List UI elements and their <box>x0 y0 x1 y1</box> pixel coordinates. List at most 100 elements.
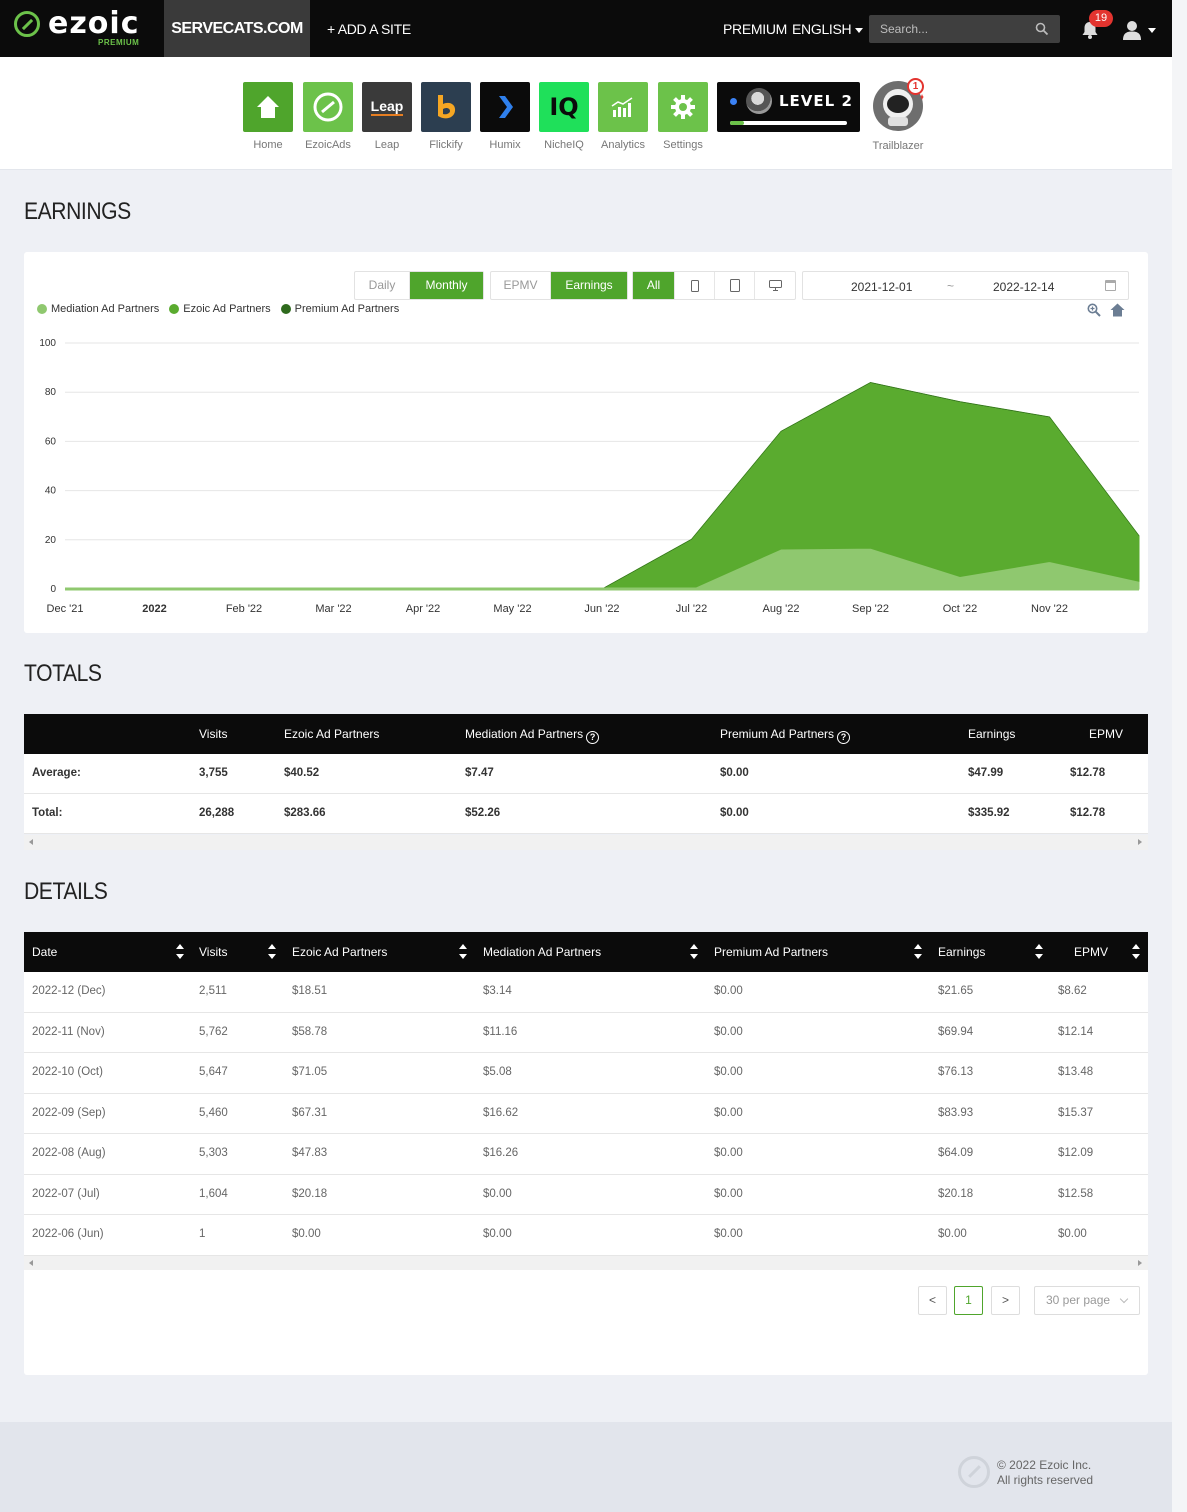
trailblazer-label: Trailblazer <box>872 140 924 152</box>
calendar-icon[interactable] <box>1105 280 1116 291</box>
app-humix[interactable]: Humix <box>480 82 530 151</box>
totals-row-average: Average: 3,755 $40.52 $7.47 $0.00 $47.99… <box>24 754 1148 794</box>
site-selector[interactable]: SERVECATS.COM <box>164 0 310 57</box>
app-home-tile[interactable] <box>243 82 293 132</box>
details-col-ezoic[interactable]: Ezoic Ad Partners <box>292 945 388 959</box>
app-flickify-tile[interactable] <box>421 82 471 132</box>
table-row: 2022-10 (Oct) 5,647 $71.05 $5.08 $0.00 $76.13… <box>24 1053 1148 1094</box>
legend-swatch <box>280 304 291 314</box>
device-tablet-button[interactable] <box>715 272 755 299</box>
details-col-epmv[interactable]: EPMV <box>1074 945 1109 959</box>
level-card[interactable]: LEVEL 2 <box>717 82 860 132</box>
app-leap-tile[interactable]: Leap <box>362 82 412 132</box>
x-tick-label: Jul '22 <box>676 603 707 615</box>
metric-epmv-button[interactable]: EPMV <box>491 272 551 299</box>
scroll-right-icon[interactable] <box>1138 839 1142 845</box>
details-col-earnings[interactable]: Earnings <box>938 945 986 959</box>
app-ezoicads[interactable]: EzoicAds <box>303 82 353 151</box>
totals-cell: $0.00 <box>720 767 749 779</box>
logo-text: ezoic <box>48 6 140 41</box>
app-home[interactable]: Home <box>243 82 293 151</box>
device-all-button[interactable]: All <box>633 272 675 299</box>
table-row: 2022-07 (Jul) 1,604 $20.18 $0.00 $0.00 $20.18… <box>24 1174 1148 1215</box>
ezoic-logo-icon <box>14 11 40 37</box>
per-page-select[interactable]: 30 per page <box>1034 1286 1140 1315</box>
sort-icon[interactable] <box>914 944 922 960</box>
premium-link[interactable]: PREMIUM <box>723 21 788 37</box>
reset-zoom-home-icon[interactable] <box>1110 303 1125 317</box>
home-icon <box>257 96 279 118</box>
table-cell: $13.48 <box>1058 1066 1094 1078</box>
app-analytics[interactable]: Analytics <box>598 82 648 151</box>
app-nicheiq-tile[interactable]: IQ <box>539 82 589 132</box>
sort-icon[interactable] <box>1132 944 1140 960</box>
date-start[interactable]: 2021-12-01 <box>851 280 913 294</box>
y-tick-label: 0 <box>50 584 56 595</box>
chart-legend: Mediation Ad Partners Ezoic Ad Partners … <box>37 303 399 315</box>
add-site-link[interactable]: + ADD A SITE <box>327 21 411 37</box>
app-analytics-tile[interactable] <box>598 82 648 132</box>
help-icon[interactable]: ? <box>586 731 600 744</box>
app-flickify[interactable]: Flickify <box>421 82 471 151</box>
legend-item[interactable]: Premium Ad Partners <box>280 303 399 315</box>
device-toggle: All <box>632 271 796 300</box>
device-desktop-button[interactable] <box>755 272 795 299</box>
details-col-date[interactable]: Date <box>32 945 58 959</box>
legend-item[interactable]: Mediation Ad Partners <box>37 303 159 315</box>
zoom-icon[interactable] <box>1087 303 1101 317</box>
app-humix-tile[interactable] <box>480 82 530 132</box>
totals-title: TOTALS <box>24 660 102 687</box>
metric-earnings-button[interactable]: Earnings <box>551 272 627 299</box>
footer-ezoic-logo-icon <box>958 1456 990 1488</box>
date-range-picker[interactable]: 2021-12-01 ~ 2022-12-14 <box>802 271 1129 300</box>
settings-icon <box>671 95 695 119</box>
y-tick-label: 80 <box>45 387 57 398</box>
page-scrollbar[interactable] <box>1172 0 1187 1512</box>
table-row: 2022-12 (Dec) 2,511 $18.51 $3.14 $0.00 $21.65… <box>24 972 1148 1013</box>
totals-cell: $40.52 <box>284 767 320 779</box>
app-leap[interactable]: Leap Leap <box>362 82 412 151</box>
help-icon[interactable]: ? <box>837 731 851 744</box>
scroll-left-icon[interactable] <box>29 1260 33 1266</box>
y-tick-label: 20 <box>45 535 57 546</box>
details-horizontal-scrollbar[interactable] <box>24 1256 1148 1271</box>
scroll-right-icon[interactable] <box>1138 1260 1142 1266</box>
x-tick-label: Apr '22 <box>406 603 441 615</box>
totals-horizontal-scrollbar[interactable] <box>24 835 1148 850</box>
date-end[interactable]: 2022-12-14 <box>993 280 1055 294</box>
current-page-button[interactable]: 1 <box>954 1286 983 1315</box>
app-settings-tile[interactable] <box>658 82 708 132</box>
details-col-premium[interactable]: Premium Ad Partners <box>714 945 829 959</box>
app-ezoicads-tile[interactable] <box>303 82 353 132</box>
search-input[interactable] <box>869 15 1060 43</box>
device-mobile-button[interactable] <box>675 272 715 299</box>
totals-cell: $283.66 <box>284 807 326 819</box>
table-cell: $0.00 <box>938 1228 967 1240</box>
ezoic-logo[interactable]: ezoic PREMIUM <box>14 6 154 48</box>
table-cell: $8.62 <box>1058 985 1087 997</box>
sort-icon[interactable] <box>459 944 467 960</box>
period-monthly-button[interactable]: Monthly <box>410 272 483 299</box>
level-status-dot <box>730 98 737 105</box>
table-cell: $0.00 <box>292 1228 321 1240</box>
app-nicheiq[interactable]: IQ NicheIQ <box>539 82 589 151</box>
details-col-visits[interactable]: Visits <box>199 945 228 959</box>
details-col-mediation[interactable]: Mediation Ad Partners <box>483 945 602 959</box>
user-icon[interactable] <box>1121 19 1143 41</box>
scroll-left-icon[interactable] <box>29 839 33 845</box>
x-tick-label: Feb '22 <box>226 603 262 615</box>
search-icon[interactable] <box>1035 22 1049 36</box>
sort-icon[interactable] <box>268 944 276 960</box>
user-menu-caret-icon[interactable] <box>1148 28 1156 33</box>
totals-cell: $52.26 <box>465 807 501 819</box>
prev-page-button[interactable]: < <box>918 1286 947 1315</box>
next-page-button[interactable]: > <box>991 1286 1020 1315</box>
legend-item[interactable]: Ezoic Ad Partners <box>169 303 271 315</box>
sort-icon[interactable] <box>176 944 184 960</box>
app-settings[interactable]: Settings <box>658 82 708 151</box>
sort-icon[interactable] <box>1035 944 1043 960</box>
language-dropdown[interactable]: ENGLISH <box>792 0 864 58</box>
sort-icon[interactable] <box>690 944 698 960</box>
table-cell: $71.05 <box>292 1066 328 1078</box>
period-daily-button[interactable]: Daily <box>355 272 410 299</box>
